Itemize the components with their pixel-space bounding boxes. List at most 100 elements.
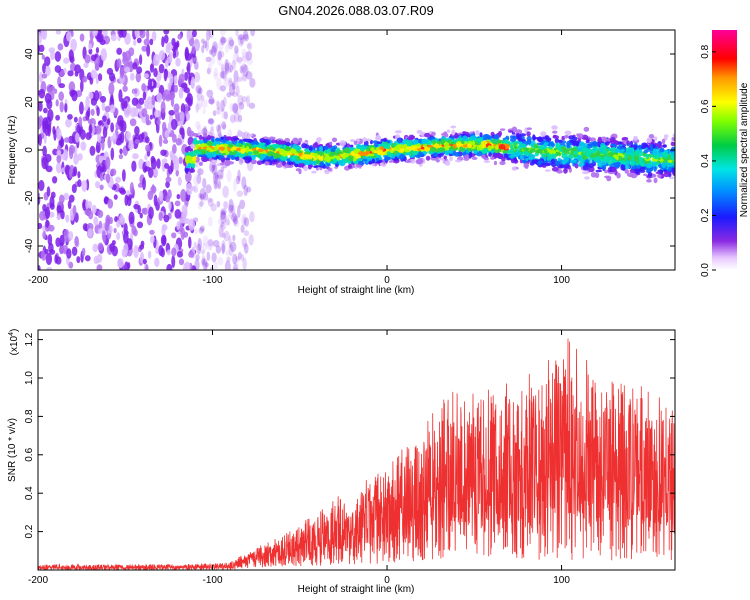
spectrogram-cell: [231, 59, 236, 71]
spectrogram-cell: [249, 77, 256, 88]
spectrogram-cell: [600, 144, 607, 150]
spectrogram-cell: [81, 247, 86, 257]
y-tick-label: 1.2: [24, 332, 35, 346]
spectrogram-cell: [109, 242, 115, 253]
spectrogram-cell: [249, 211, 255, 223]
spectrogram-cell: [319, 161, 325, 167]
spectrogram-cell: [509, 154, 515, 159]
spectrogram-cell: [170, 95, 175, 107]
spectrogram-cell: [203, 139, 208, 144]
spectrogram-cell: [170, 118, 178, 131]
y-tick-label: 0: [24, 147, 35, 153]
spectrogram-cell: [272, 159, 278, 163]
snr-y-scale: (x104): [8, 329, 20, 356]
spectrogram-cell: [454, 159, 462, 163]
spectrogram-cell: [112, 132, 117, 145]
spectrogram-cell: [236, 56, 243, 63]
spectrogram-cell: [41, 73, 48, 79]
spectrogram-cell: [541, 162, 547, 166]
spectrogram-cell: [187, 162, 192, 168]
spectrogram-cell: [133, 228, 138, 237]
spectrogram-cell: [84, 209, 91, 216]
spectrogram-cell: [120, 120, 127, 133]
spectrogram-cell: [588, 163, 594, 169]
spectrogram-cell: [149, 38, 154, 46]
spectrogram-cell: [293, 138, 299, 145]
spectrogram-cell: [166, 56, 173, 64]
spectrogram-cell: [219, 71, 225, 79]
spectrogram-cell: [226, 136, 234, 141]
spectrogram-cell: [220, 150, 225, 154]
spectrogram-cell: [172, 48, 177, 59]
spectrogram-cell: [219, 50, 225, 58]
spectrogram-cell: [624, 169, 629, 174]
spectrogram-cell: [557, 157, 561, 162]
spectrogram-cell: [304, 144, 310, 149]
spectrogram-cell: [224, 44, 230, 54]
spectrogram-cell: [123, 231, 129, 244]
spectrogram-cell: [202, 235, 209, 247]
colorbar-tick-label: 0.8: [700, 44, 711, 58]
spectrogram-cell: [99, 95, 107, 103]
spectrogram-cell: [219, 228, 224, 238]
spectrogram-cell: [233, 267, 239, 270]
spectrogram-cell: [227, 213, 234, 220]
spectrogram-cell: [67, 200, 72, 210]
spectrogram-cell: [394, 130, 402, 134]
spectrogram-cell: [468, 152, 473, 158]
spectrogram-cell: [202, 242, 208, 251]
spectrogram-cell: [175, 138, 182, 146]
spectrogram-cell: [462, 131, 470, 135]
spectrogram-cell: [239, 65, 244, 74]
spectrogram-cell: [237, 251, 242, 260]
spectrogram-cell: [208, 98, 215, 104]
spectrogram-cell: [93, 90, 100, 102]
spectrogram-cell: [621, 136, 629, 141]
spectrogram-cell: [47, 224, 55, 232]
spectrogram-cell: [245, 50, 253, 61]
spectrogram-cell: [46, 186, 51, 197]
spectrogram-cell: [479, 132, 483, 138]
spectrogram-cell: [186, 112, 191, 121]
spectrogram-cell: [114, 216, 118, 223]
spectrogram-cell: [577, 154, 582, 161]
spectrogram-cell: [173, 160, 180, 171]
spectrogram-cell: [207, 239, 214, 247]
spectrogram-cell: [164, 162, 170, 169]
spectrogram-cell: [118, 30, 124, 38]
spectrogram-cell: [221, 243, 225, 255]
spectrogram-cell: [63, 67, 67, 74]
spectrogram-cell: [570, 159, 577, 164]
spectrogram-cell: [303, 154, 309, 158]
spectrogram-cell: [229, 241, 237, 252]
spectrogram-cell: [138, 54, 143, 65]
spectrogram-cell: [242, 33, 250, 42]
spectrogram-cell: [227, 36, 234, 50]
spectrogram-cell: [146, 44, 151, 57]
spectrogram-cell: [212, 171, 219, 185]
spectrogram-cell: [483, 157, 490, 161]
x-tick-label: -200: [28, 575, 48, 586]
spectrogram-cell: [189, 151, 196, 157]
spectrogram-cell: [224, 260, 231, 270]
spectrogram-cell: [659, 158, 664, 162]
spectrogram-cell: [621, 160, 625, 164]
spectrogram-cell: [205, 56, 212, 63]
spectrogram-cell: [193, 57, 199, 70]
spectrogram-cell: [87, 200, 93, 209]
spectrogram-cell: [63, 149, 69, 162]
spectrogram-cell: [303, 165, 308, 172]
spectrogram-cell: [38, 222, 43, 230]
spectrogram-cell: [561, 146, 568, 152]
spectrogram-cell: [95, 47, 100, 54]
spectrogram-cell: [487, 145, 492, 151]
spectrogram-cell: [176, 193, 181, 200]
spectrogram-cell: [70, 38, 77, 52]
spectrogram-cell: [224, 62, 230, 75]
spectrogram-cell: [211, 159, 218, 163]
spectrogram-cell: [44, 248, 49, 255]
spectrogram-cell: [498, 143, 506, 150]
snr-panel: -200 -100 0 100 0.2 0.4 0.6 0.8 1.0 1.2 Height of…: [7, 329, 676, 595]
spectrogram-cell: [240, 148, 246, 154]
spectrogram-cell: [585, 162, 589, 166]
